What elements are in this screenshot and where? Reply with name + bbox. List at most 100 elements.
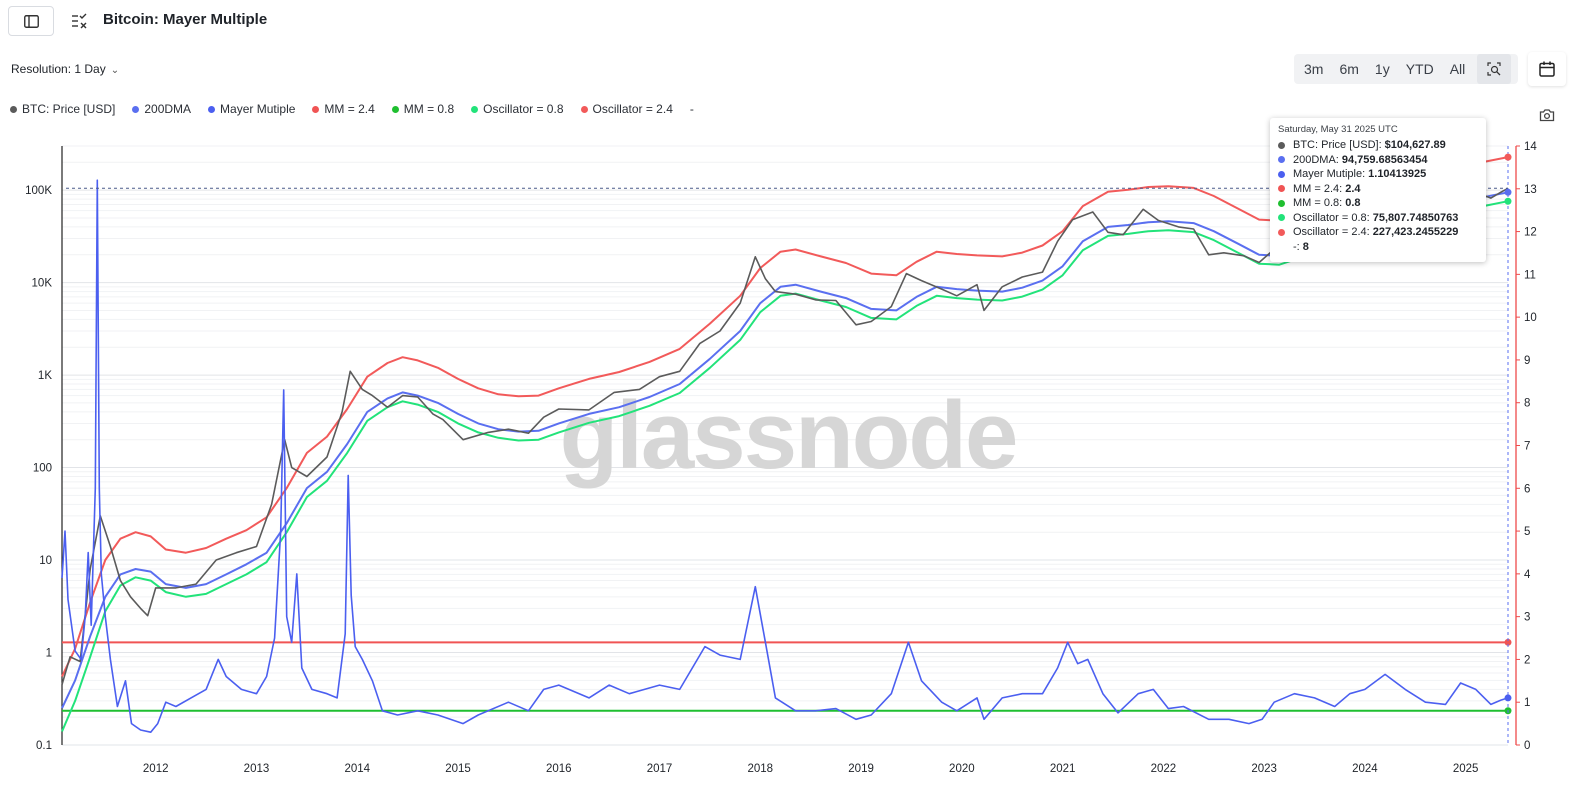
- y-left-tick-label: 100: [33, 463, 52, 475]
- tooltip-row-btc-price: BTC: Price [USD]: $104,627.89: [1278, 138, 1478, 153]
- 200dma-line-end-marker: [1504, 188, 1512, 196]
- tooltip-label: MM = 0.8:: [1293, 197, 1343, 210]
- series-lines: [61, 156, 1509, 733]
- y-right-tick-label: 11: [1524, 269, 1536, 281]
- range-selector: 3m 6m 1y YTD All: [1294, 54, 1518, 84]
- range-6m-button[interactable]: 6m: [1339, 61, 1359, 77]
- tooltip-row-200dma: 200DMA: 94,759.68563454: [1278, 153, 1478, 168]
- legend-item-mm-0-8[interactable]: MM = 0.8: [391, 102, 455, 116]
- tooltip-row-oscillator-2-4: Oscillator = 2.4: 227,423.2455229: [1278, 225, 1478, 240]
- legend-item-btc-price[interactable]: BTC: Price [USD]: [10, 102, 115, 116]
- y-right-tick-label: 14: [1524, 141, 1537, 153]
- tooltip-value: 75,807.74850763: [1372, 211, 1459, 224]
- page-title: Bitcoin: Mayer Multiple: [103, 11, 268, 28]
- legend-dot: [208, 105, 216, 113]
- watermark: glassnode: [560, 382, 1017, 489]
- legend-item-oscillator-0-8[interactable]: Oscillator = 0.8: [471, 102, 564, 116]
- legend-dot: [580, 105, 588, 113]
- x-tick-label: 2022: [1151, 763, 1177, 775]
- legend-label: BTC: Price [USD]: [22, 102, 116, 116]
- tooltip-row-mm-2-4: MM = 2.4: 2.4: [1278, 182, 1478, 197]
- tooltip-value: 94,759.68563454: [1341, 153, 1428, 166]
- tooltip-value: $104,627.89: [1384, 139, 1446, 152]
- x-tick-label: 2017: [647, 763, 673, 775]
- legend-item-dash[interactable]: -: [690, 102, 694, 116]
- y-right-tick-label: 0: [1524, 740, 1530, 752]
- tooltip-label: Mayer Mutiple:: [1293, 168, 1366, 181]
- tooltip-label: Oscillator = 0.8:: [1293, 211, 1370, 224]
- zoom-select-button[interactable]: [1477, 54, 1512, 84]
- 200dma-line: [61, 191, 1509, 709]
- tooltip-dot: [1278, 228, 1285, 236]
- tooltip-dot: [1278, 199, 1285, 207]
- chart-tooltip: Saturday, May 31 2025 UTC BTC: Price [US…: [1270, 118, 1486, 262]
- y-left-tick-label: 100K: [25, 185, 52, 197]
- tooltip-dot: [1278, 170, 1285, 178]
- sidebar-toggle-button[interactable]: [8, 6, 54, 36]
- legend-item-oscillator-2-4[interactable]: Oscillator = 2.4: [580, 102, 673, 116]
- tooltip-value: 0.8: [1345, 197, 1361, 210]
- legend-label: 200DMA: [144, 102, 192, 116]
- x-tick-label: 2016: [546, 763, 572, 775]
- y-left-tick-label: 0.1: [36, 740, 52, 752]
- y-right-tick-label: 12: [1524, 227, 1537, 239]
- tooltip-label: BTC: Price [USD]:: [1293, 139, 1382, 152]
- x-tick-label: 2023: [1251, 763, 1277, 775]
- tooltip-row-mm-0-8: MM = 0.8: 0.8: [1278, 196, 1478, 211]
- resolution-dropdown[interactable]: Resolution: 1 Day ⌄: [11, 62, 119, 76]
- tooltip-label: 200DMA:: [1293, 153, 1339, 166]
- x-tick-label: 2021: [1050, 763, 1076, 775]
- y-right-tick-label: 4: [1524, 569, 1531, 581]
- range-all-button[interactable]: All: [1449, 61, 1466, 77]
- chevron-down-icon: ⌄: [110, 65, 120, 76]
- axes: 0.11101001K10K100K0123456789101112131420…: [25, 141, 1537, 775]
- legend-dot: [391, 105, 399, 113]
- tooltip-row-mayer-multiple: Mayer Mutiple: 1.10413925: [1278, 167, 1478, 182]
- camera-icon[interactable]: [1539, 108, 1555, 122]
- mayer-multiple-chart[interactable]: glassnode 0.11101001K10K100K012345678910…: [0, 140, 1570, 790]
- legend-item-mayer-multiple[interactable]: Mayer Mutiple: [208, 102, 295, 116]
- y-right-tick-label: 2: [1524, 654, 1530, 666]
- tooltip-dot: [1278, 141, 1285, 149]
- tooltip-label: -:: [1293, 240, 1300, 253]
- legend-label: -: [689, 102, 694, 116]
- x-tick-label: 2012: [143, 763, 169, 775]
- mm-2-4-line-end-marker: [1504, 638, 1512, 646]
- x-tick-label: 2024: [1352, 763, 1378, 775]
- y-right-tick-label: 9: [1524, 355, 1530, 367]
- y-right-tick-label: 3: [1524, 612, 1530, 624]
- tooltip-value: 227,423.2455229: [1372, 226, 1459, 239]
- zoom-search-icon: [1487, 62, 1501, 76]
- legend-dot: [10, 105, 17, 113]
- oscillator-0-8-line-end-marker: [1504, 197, 1512, 205]
- tooltip-label: Oscillator = 2.4:: [1293, 226, 1370, 239]
- calendar-icon: [1539, 61, 1555, 77]
- y-left-tick-label: 10: [39, 555, 52, 567]
- y-right-tick-label: 5: [1524, 526, 1530, 538]
- legend-label: MM = 2.4: [324, 102, 375, 116]
- filter-list-icon[interactable]: [70, 12, 88, 30]
- legend-label: MM = 0.8: [403, 102, 455, 116]
- x-tick-label: 2020: [949, 763, 975, 775]
- x-tick-label: 2019: [848, 763, 874, 775]
- tooltip-row-dash: -: 8: [1278, 240, 1478, 255]
- x-tick-label: 2013: [244, 763, 270, 775]
- y-right-tick-label: 7: [1524, 441, 1530, 453]
- range-1y-button[interactable]: 1y: [1374, 61, 1390, 77]
- tooltip-dot: [1278, 214, 1285, 222]
- range-ytd-button[interactable]: YTD: [1405, 61, 1434, 77]
- tooltip-dot: [1278, 185, 1285, 193]
- legend-label: Oscillator = 0.8: [483, 102, 564, 116]
- calendar-button[interactable]: [1528, 52, 1566, 86]
- mayer-multiple-line-end-marker: [1504, 694, 1512, 702]
- legend-label: Oscillator = 2.4: [592, 102, 673, 116]
- range-3m-button[interactable]: 3m: [1304, 61, 1324, 77]
- x-tick-label: 2018: [748, 763, 774, 775]
- y-left-tick-label: 10K: [32, 278, 53, 290]
- legend-item-200dma[interactable]: 200DMA: [132, 102, 191, 116]
- legend-label: Mayer Mutiple: [220, 102, 296, 116]
- x-tick-label: 2015: [445, 763, 471, 775]
- hover-overlay: [66, 146, 1512, 745]
- top-bar: Bitcoin: Mayer Multiple: [0, 0, 1570, 42]
- legend-item-mm-2-4[interactable]: MM = 2.4: [312, 102, 375, 116]
